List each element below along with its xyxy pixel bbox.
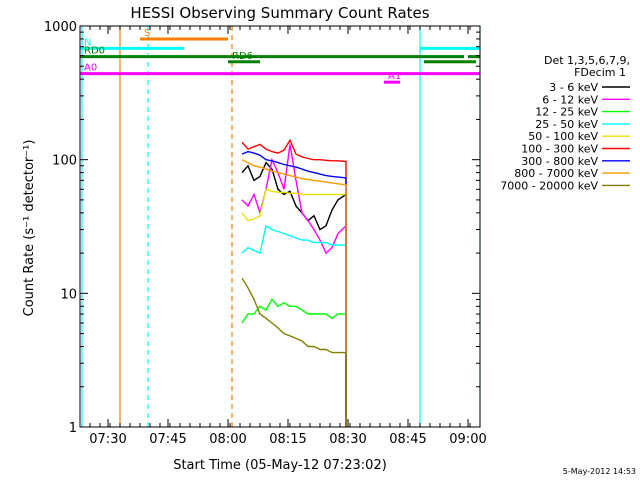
x-tick-label-3: 08:15 [269, 432, 306, 447]
legend-entry-7: 800 - 7000 keV [514, 167, 598, 180]
state-bar-label-7: A0 [84, 63, 97, 74]
chart-title: HESSI Observing Summary Count Rates [130, 4, 429, 22]
y-tick-label-3: 1000 [44, 20, 77, 35]
vertical-markers [81, 26, 481, 427]
timestamp: 5-May-2012 14:53 [563, 467, 636, 476]
state-bar-label-8: A1 [388, 71, 401, 82]
legend-entry-2: 12 - 25 keV [535, 106, 598, 119]
series-line-1 [241, 144, 347, 427]
state-bar-label-3: RD0 [84, 46, 105, 57]
legend-entry-0: 3 - 6 keV [549, 81, 598, 94]
series-line-5 [241, 138, 347, 427]
legend-header-1: FDecim 1 [574, 66, 626, 79]
legend-entry-8: 7000 - 20000 keV [500, 179, 598, 192]
legend-entry-3: 25 - 50 keV [535, 118, 598, 131]
x-axis: 07:30 07:45 08:00 08:15 08:30 08:45 09:00 [79, 26, 487, 447]
y-tick-label-0: 1 [69, 421, 77, 436]
x-tick-label-1: 07:45 [149, 432, 186, 447]
series-line-8 [241, 277, 347, 427]
y-axis-label: Count Rate (s⁻¹ detector⁻¹) [22, 140, 37, 317]
y-tick-label-2: 100 [52, 154, 77, 169]
y-tick-label-1: 10 [60, 287, 77, 302]
x-tick-label-6: 09:00 [449, 432, 486, 447]
series-line-0 [241, 161, 347, 427]
state-bar-label-5: RD6 [232, 51, 253, 62]
series-line-4 [241, 188, 347, 427]
x-tick-label-5: 08:45 [389, 432, 426, 447]
x-tick-label-2: 08:00 [209, 432, 246, 447]
series-line-3 [241, 224, 347, 427]
y-axis: 1 10 100 1000 [44, 20, 480, 436]
state-bar-label-0: S [144, 28, 150, 39]
series-lines [241, 138, 347, 427]
legend-entry-1: 6 - 12 keV [542, 93, 598, 106]
legend-entry-4: 50 - 100 keV [528, 130, 598, 143]
legend-header-0: Det 1,3,5,6,7,9, [544, 54, 630, 67]
x-tick-label-0: 07:30 [89, 432, 126, 447]
state-bar-label-1: N [84, 37, 91, 48]
series-line-6 [241, 150, 347, 427]
series-line-2 [241, 298, 347, 427]
legend-entry-5: 100 - 300 keV [521, 143, 598, 156]
series-line-7 [241, 159, 347, 427]
x-tick-label-4: 08:30 [329, 432, 366, 447]
legend-entry-6: 300 - 800 keV [521, 155, 598, 168]
x-axis-label: Start Time (05-May-12 07:23:02) [173, 458, 387, 473]
